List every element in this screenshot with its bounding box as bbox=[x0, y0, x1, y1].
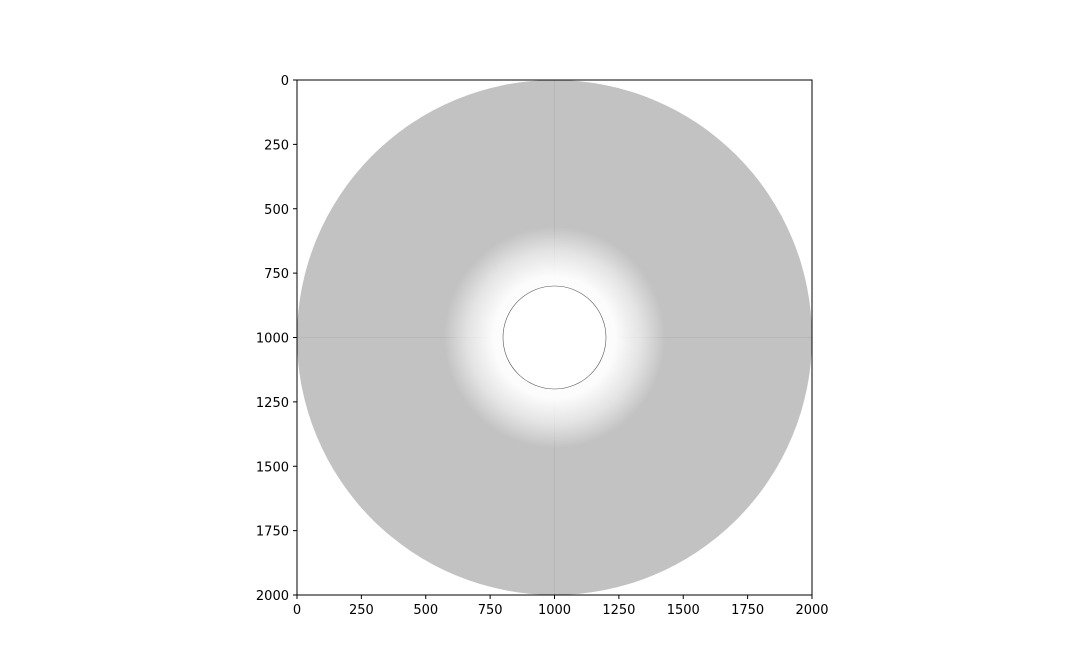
x-tick-label: 250 bbox=[349, 603, 374, 618]
inner-circle bbox=[502, 285, 607, 390]
y-axis: 0 250 500 750 1000 1250 1500 1750 2000 bbox=[256, 74, 297, 604]
x-tick-label: 1000 bbox=[538, 603, 571, 618]
x-tick-label: 1250 bbox=[602, 603, 635, 618]
y-tick-label: 500 bbox=[264, 203, 289, 218]
plot-area bbox=[297, 80, 812, 595]
x-tick-label: 1750 bbox=[731, 603, 764, 618]
y-tick-label: 1000 bbox=[256, 332, 289, 347]
x-tick-label: 0 bbox=[293, 603, 301, 618]
x-tick-label: 500 bbox=[413, 603, 438, 618]
y-tick-label: 1500 bbox=[256, 460, 289, 475]
y-tick-label: 750 bbox=[264, 267, 289, 282]
y-tick-label: 250 bbox=[264, 138, 289, 153]
y-tick-label: 0 bbox=[281, 74, 289, 89]
x-tick-label: 2000 bbox=[795, 603, 828, 618]
y-tick-label: 1750 bbox=[256, 525, 289, 540]
y-tick-label: 2000 bbox=[256, 589, 289, 604]
x-tick-label: 1500 bbox=[667, 603, 700, 618]
y-tick-label: 1250 bbox=[256, 396, 289, 411]
x-tick-label: 750 bbox=[478, 603, 503, 618]
x-axis: 0 250 500 750 1000 1250 1500 1750 2000 bbox=[293, 595, 829, 618]
